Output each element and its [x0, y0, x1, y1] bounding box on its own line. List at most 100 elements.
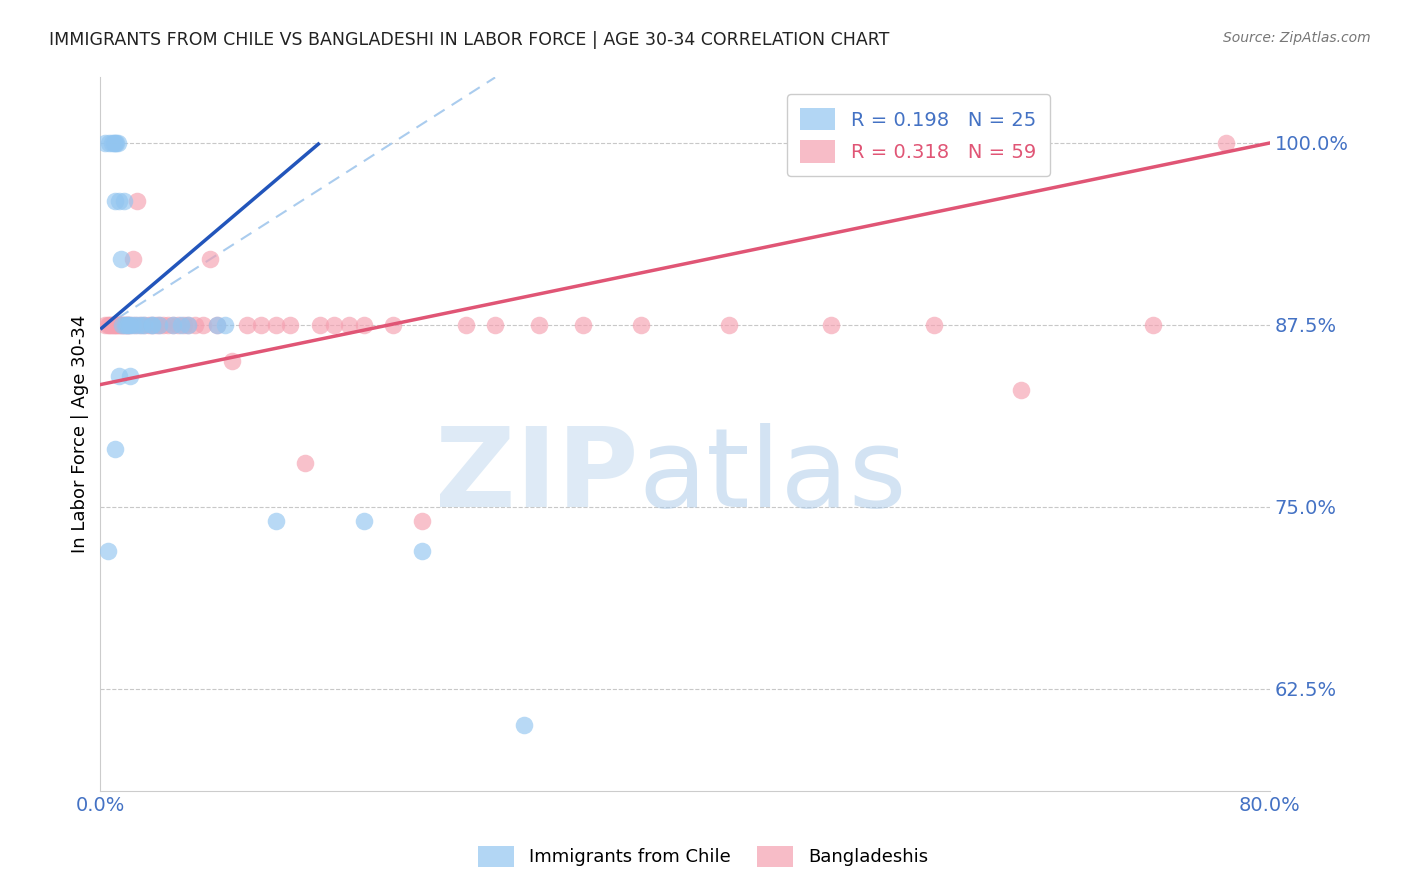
Point: [173, 318, 195, 332]
Point: [115, 318, 138, 332]
Point: [337, 318, 360, 332]
Point: [124, 318, 146, 332]
Point: [308, 318, 330, 332]
Point: [101, 318, 124, 332]
Point: [104, 318, 127, 332]
Point: [170, 318, 193, 332]
Point: [323, 318, 346, 332]
Point: [166, 318, 188, 332]
Point: [221, 354, 243, 368]
Point: [148, 318, 170, 332]
Point: [112, 194, 135, 209]
Point: [107, 136, 129, 150]
Point: [104, 442, 127, 456]
Point: [134, 318, 156, 332]
Point: [114, 318, 136, 332]
Point: [117, 318, 139, 332]
Point: [125, 318, 148, 332]
Point: [108, 194, 131, 209]
Point: [125, 194, 148, 209]
Point: [111, 318, 134, 332]
Text: ZIP: ZIP: [434, 424, 638, 531]
Point: [98, 318, 121, 332]
Text: Source: ZipAtlas.com: Source: ZipAtlas.com: [1223, 31, 1371, 45]
Point: [121, 252, 143, 267]
Point: [145, 318, 167, 332]
Point: [97, 318, 120, 332]
Y-axis label: In Labor Force | Age 30-34: In Labor Force | Age 30-34: [72, 315, 89, 553]
Point: [718, 318, 741, 332]
Point: [110, 318, 132, 332]
Point: [922, 318, 945, 332]
Point: [214, 318, 236, 332]
Point: [104, 136, 127, 150]
Point: [141, 318, 163, 332]
Point: [101, 136, 124, 150]
Point: [112, 318, 135, 332]
Point: [110, 252, 132, 267]
Point: [1215, 136, 1237, 150]
Point: [152, 318, 174, 332]
Point: [264, 515, 287, 529]
Point: [411, 515, 433, 529]
Point: [820, 318, 842, 332]
Point: [141, 318, 163, 332]
Point: [353, 515, 375, 529]
Point: [572, 318, 595, 332]
Point: [162, 318, 184, 332]
Point: [138, 318, 160, 332]
Point: [118, 368, 141, 383]
Point: [162, 318, 184, 332]
Point: [121, 318, 143, 332]
Point: [93, 318, 115, 332]
Point: [117, 318, 139, 332]
Point: [1142, 318, 1164, 332]
Point: [280, 318, 302, 332]
Point: [97, 543, 120, 558]
Point: [103, 318, 125, 332]
Point: [184, 318, 207, 332]
Point: [100, 318, 122, 332]
Point: [108, 318, 131, 332]
Point: [411, 543, 433, 558]
Point: [93, 136, 115, 150]
Point: [527, 318, 550, 332]
Point: [108, 368, 131, 383]
Point: [294, 456, 316, 470]
Point: [1010, 384, 1032, 398]
Point: [381, 318, 404, 332]
Point: [630, 318, 652, 332]
Point: [454, 318, 477, 332]
Point: [353, 318, 375, 332]
Point: [235, 318, 257, 332]
Point: [156, 318, 179, 332]
Point: [104, 194, 127, 209]
Point: [148, 318, 170, 332]
Point: [107, 318, 129, 332]
Legend: Immigrants from Chile, Bangladeshis: Immigrants from Chile, Bangladeshis: [471, 838, 935, 874]
Point: [177, 318, 200, 332]
Point: [177, 318, 200, 332]
Point: [128, 318, 150, 332]
Point: [207, 318, 229, 332]
Point: [141, 318, 163, 332]
Point: [484, 318, 506, 332]
Text: IMMIGRANTS FROM CHILE VS BANGLADESHI IN LABOR FORCE | AGE 30-34 CORRELATION CHAR: IMMIGRANTS FROM CHILE VS BANGLADESHI IN …: [49, 31, 890, 49]
Point: [129, 318, 152, 332]
Text: atlas: atlas: [638, 424, 907, 531]
Point: [105, 136, 128, 150]
Point: [191, 318, 214, 332]
Point: [513, 718, 536, 732]
Point: [118, 318, 141, 332]
Point: [114, 318, 136, 332]
Point: [105, 318, 128, 332]
Point: [198, 252, 221, 267]
Point: [264, 318, 287, 332]
Point: [111, 318, 134, 332]
Point: [115, 318, 138, 332]
Point: [103, 136, 125, 150]
Point: [207, 318, 229, 332]
Legend: R = 0.198   N = 25, R = 0.318   N = 59: R = 0.198 N = 25, R = 0.318 N = 59: [787, 95, 1050, 176]
Point: [250, 318, 273, 332]
Point: [134, 318, 156, 332]
